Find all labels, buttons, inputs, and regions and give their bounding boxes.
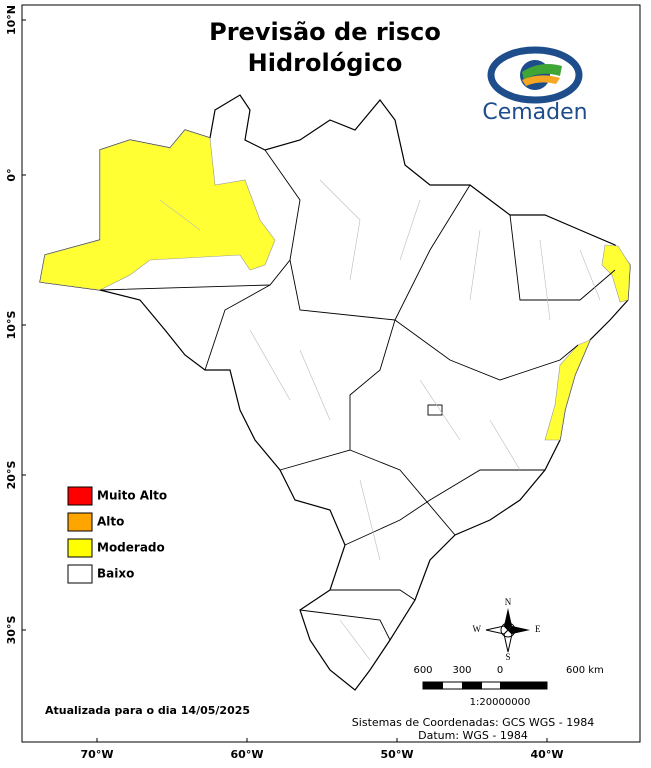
latitude-label: 10°N <box>5 5 18 35</box>
legend-label: Alto <box>97 515 124 529</box>
legend-swatch <box>67 538 93 558</box>
scale-bar: 600 300 0 600 km 1:20000000 <box>413 665 603 708</box>
scale-ratio: 1:20000000 <box>470 697 531 708</box>
compass-label: E <box>535 624 541 634</box>
legend-label: Muito Alto <box>97 489 167 503</box>
scale-label: 600 km <box>566 665 604 676</box>
longitude-label: 70°W <box>81 748 114 761</box>
coordinate-system: Datum: WGS - 1984 <box>418 729 528 742</box>
compass: N E S W <box>473 597 542 662</box>
municipal-borders <box>159 179 601 661</box>
compass-label: W <box>473 624 482 634</box>
title-line: Hidrológico <box>248 49 403 77</box>
legend-swatch <box>67 486 93 506</box>
legend-label: Moderado <box>97 541 165 555</box>
graticule-labels: 10°N 0° 10°S 20°S 30°S 70°W 60°W 50°W 40°W <box>5 5 563 761</box>
title-line: Previsão de risco <box>209 18 441 46</box>
latitude-label: 30°S <box>5 616 18 645</box>
compass-label: N <box>505 597 512 607</box>
compass-label: S <box>505 652 510 662</box>
longitude-label: 40°W <box>531 748 564 761</box>
logo-text: Cemaden <box>482 100 587 125</box>
latitude-label: 10°S <box>5 311 18 340</box>
legend-label: Baixo <box>97 567 134 581</box>
scale-label: 600 <box>413 665 432 676</box>
update-date: Atualizada para o dia 14/05/2025 <box>45 704 250 717</box>
coordinate-system: Sistemas de Coordenadas: GCS WGS - 1984 <box>352 716 594 729</box>
longitude-label: 50°W <box>381 748 414 761</box>
state-borders <box>99 149 616 641</box>
latitude-label: 0° <box>5 168 18 181</box>
legend: Muito Alto Alto Moderado Baixo <box>67 486 167 584</box>
longitude-label: 60°W <box>231 748 264 761</box>
logo: Cemaden <box>482 46 588 125</box>
legend-swatch <box>67 564 93 584</box>
latitude-label: 20°S <box>5 461 18 490</box>
moderate-region <box>544 339 591 441</box>
moderate-region <box>39 129 276 291</box>
legend-swatch <box>67 512 93 532</box>
scale-label: 300 <box>452 665 471 676</box>
moderate-region <box>601 244 631 303</box>
scale-label: 0 <box>497 665 503 676</box>
